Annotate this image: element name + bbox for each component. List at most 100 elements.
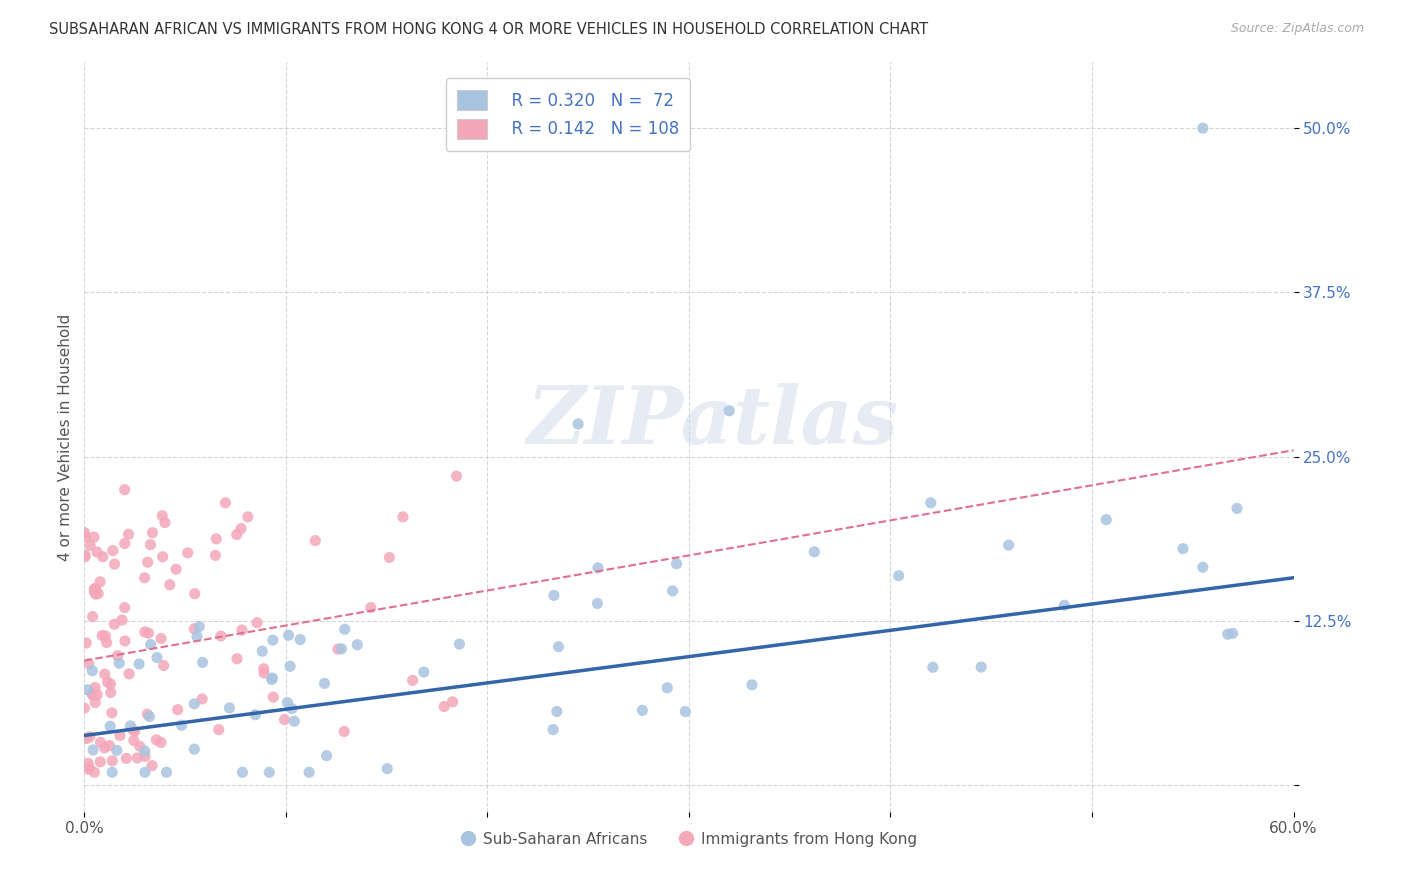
Text: ZIPatlas: ZIPatlas (527, 384, 900, 461)
Point (191, 656, 214, 670)
Point (82, 609, 104, 624)
Point (128, 657, 150, 671)
Legend: Sub-Saharan Africans, Immigrants from Hong Kong: Sub-Saharan Africans, Immigrants from Ho… (454, 826, 924, 853)
Point (75, 636, 97, 650)
Point (73, 701, 96, 715)
Point (183, 622, 205, 636)
Point (441, 695, 464, 709)
Point (98, 719, 121, 733)
Point (326, 642, 349, 657)
Point (136, 555, 159, 569)
Point (108, 657, 131, 671)
Point (150, 632, 173, 646)
Point (97, 675, 120, 690)
Point (183, 697, 205, 711)
Point (134, 749, 156, 764)
Point (84, 696, 107, 710)
Point (188, 619, 211, 633)
Point (83, 585, 105, 599)
Point (1192, 121, 1215, 136)
Point (718, 404, 741, 418)
Point (100, 685, 122, 699)
Point (98, 739, 121, 753)
Point (298, 765, 321, 780)
Point (170, 718, 193, 732)
Point (89, 755, 111, 769)
Point (657, 681, 679, 695)
Point (1192, 560, 1215, 574)
Point (76, 682, 98, 697)
Point (204, 549, 226, 563)
Point (117, 527, 139, 541)
Point (375, 762, 398, 776)
Point (278, 659, 301, 673)
Point (290, 632, 312, 647)
Point (214, 496, 236, 510)
Point (273, 713, 295, 727)
Point (262, 671, 284, 685)
Point (191, 692, 214, 706)
Point (138, 626, 160, 640)
Point (262, 690, 284, 705)
Point (87, 586, 110, 600)
Point (433, 699, 456, 714)
Point (104, 557, 127, 571)
Point (86, 688, 108, 702)
Point (84, 681, 107, 695)
Point (83, 530, 105, 544)
Point (124, 724, 146, 739)
Point (114, 536, 136, 550)
Point (333, 724, 356, 739)
Point (741, 678, 763, 692)
Point (77, 762, 100, 776)
Point (401, 673, 423, 688)
Point (253, 666, 276, 681)
Point (449, 637, 471, 651)
Point (631, 703, 654, 717)
Point (82, 664, 104, 678)
Point (152, 658, 174, 673)
Point (283, 714, 305, 729)
Point (314, 676, 336, 690)
Point (229, 522, 252, 536)
Point (392, 509, 415, 524)
Point (111, 613, 134, 627)
Point (149, 735, 172, 749)
Point (114, 483, 136, 497)
Point (225, 527, 247, 541)
Point (218, 701, 240, 715)
Point (134, 744, 156, 758)
Point (107, 648, 129, 663)
Point (209, 629, 232, 643)
Point (165, 562, 187, 576)
Point (543, 588, 565, 602)
Point (378, 550, 401, 565)
Point (73, 548, 96, 562)
Point (231, 765, 253, 780)
Point (1171, 541, 1194, 556)
Point (83, 582, 105, 596)
Point (1216, 627, 1239, 641)
Point (183, 742, 205, 756)
Point (122, 733, 145, 747)
Point (803, 545, 825, 559)
Point (83, 765, 105, 780)
Point (262, 633, 284, 648)
Point (177, 546, 200, 560)
Point (115, 751, 138, 765)
Point (208, 723, 231, 737)
Point (586, 597, 609, 611)
Point (141, 758, 163, 772)
Point (100, 677, 122, 691)
Y-axis label: 4 or more Vehicles in Household: 4 or more Vehicles in Household (58, 313, 73, 561)
Point (281, 701, 304, 715)
Point (118, 666, 141, 681)
Point (134, 765, 156, 780)
Point (82, 743, 104, 757)
Point (101, 765, 124, 780)
Point (1222, 626, 1244, 640)
Point (346, 638, 368, 652)
Point (138, 709, 160, 723)
Text: Source: ZipAtlas.com: Source: ZipAtlas.com (1230, 22, 1364, 36)
Point (120, 719, 142, 733)
